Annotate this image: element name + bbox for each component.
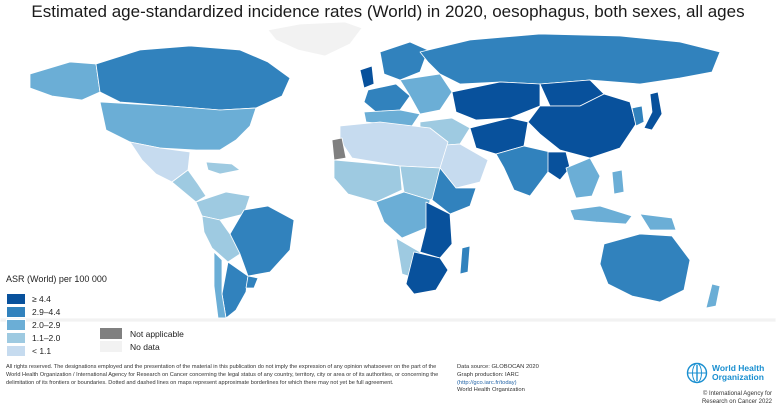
legend-item: 2.9–4.4 [6, 305, 60, 318]
region-brazil [229, 205, 295, 277]
region-northern-europe [379, 41, 429, 81]
region-caribbean [205, 161, 241, 175]
legend-label: 2.9–4.4 [32, 306, 61, 317]
copyright: © International Agency for Research on C… [676, 390, 772, 406]
region-greenland [267, 22, 363, 57]
legend-label: 1.1–2.0 [32, 332, 61, 343]
region-china [527, 93, 637, 159]
legend-item: < 1.1 [6, 344, 60, 357]
map-title: Estimated age-standardized incidence rat… [31, 2, 745, 21]
who-name-line: Organization [712, 372, 764, 382]
who-logo: World Health Organization [686, 362, 764, 384]
region-ethiopia-horn [431, 167, 477, 215]
region-new-guinea [639, 213, 677, 231]
world-map [0, 22, 776, 322]
region-western-sahara [331, 137, 347, 161]
legend: ≥ 4.4 2.9–4.4 2.0–2.9 1.1–2.0 < 1.1 [6, 292, 60, 357]
region-australia [599, 233, 691, 303]
region-kazakhstan-central-asia [451, 81, 541, 121]
region-argentina [221, 261, 249, 319]
legend-label: ≥ 4.4 [32, 293, 51, 304]
who-name-line: World Health [712, 363, 765, 373]
legend-extra: Not applicable No data [100, 327, 184, 353]
legend-label: No data [130, 341, 160, 352]
graph-production: Graph production: IARC [457, 371, 519, 378]
region-uk [359, 65, 375, 89]
region-russia [419, 33, 721, 85]
legend-swatch [6, 305, 26, 318]
legend-label: < 1.1 [32, 345, 52, 356]
region-new-zealand [705, 283, 721, 309]
data-source: Data source: GLOBOCAN 2020 [457, 364, 539, 370]
legend-item: No data [100, 340, 184, 353]
legend-swatch [6, 292, 26, 305]
region-southeast-asia [565, 157, 601, 199]
who-name: World Health Organization [712, 364, 764, 382]
copyright-line: © International Agency for [702, 391, 772, 397]
legend-item: 1.1–2.0 [6, 331, 60, 344]
legend-item: 2.0–2.9 [6, 318, 60, 331]
region-pakistan-india [495, 145, 551, 197]
legend-item: Not applicable [100, 327, 184, 340]
region-alaska [29, 61, 101, 101]
legend-swatch [6, 344, 26, 357]
source-organization: World Health Organization [457, 387, 525, 394]
region-canada [95, 45, 291, 111]
region-indonesia [569, 205, 633, 225]
region-japan [643, 91, 663, 131]
region-madagascar [459, 245, 471, 275]
disclaimer-text: All rights reserved. The designations em… [6, 364, 439, 386]
source-info: Data source: GLOBOCAN 2020 Graph product… [457, 364, 577, 395]
legend-swatch [6, 318, 26, 331]
region-antarctica [0, 317, 776, 322]
region-central-america [171, 169, 207, 203]
legend-item: ≥ 4.4 [6, 292, 60, 305]
region-north-africa [339, 121, 449, 169]
legend-swatch [100, 341, 122, 352]
legend-swatch [100, 328, 122, 339]
copyright-line: Research on Cancer 2022 [701, 399, 772, 405]
region-peru-bolivia [201, 215, 241, 263]
region-korea [631, 105, 645, 127]
region-uruguay [245, 275, 259, 289]
legend-label: 2.0–2.9 [32, 319, 61, 330]
source-link[interactable]: (http://gco.iarc.fr/today) [457, 379, 517, 386]
legend-title: ASR (World) per 100 000 [6, 274, 107, 284]
region-usa [99, 101, 257, 151]
region-western-europe [363, 83, 411, 113]
legend-swatch [6, 331, 26, 344]
region-central-africa [375, 191, 431, 239]
region-bangladesh-myanmar [547, 151, 571, 181]
region-philippines [611, 169, 625, 195]
region-west-africa [333, 159, 403, 203]
region-southern-africa [405, 251, 449, 295]
legend-label: Not applicable [130, 328, 184, 339]
who-emblem-icon [686, 362, 708, 384]
